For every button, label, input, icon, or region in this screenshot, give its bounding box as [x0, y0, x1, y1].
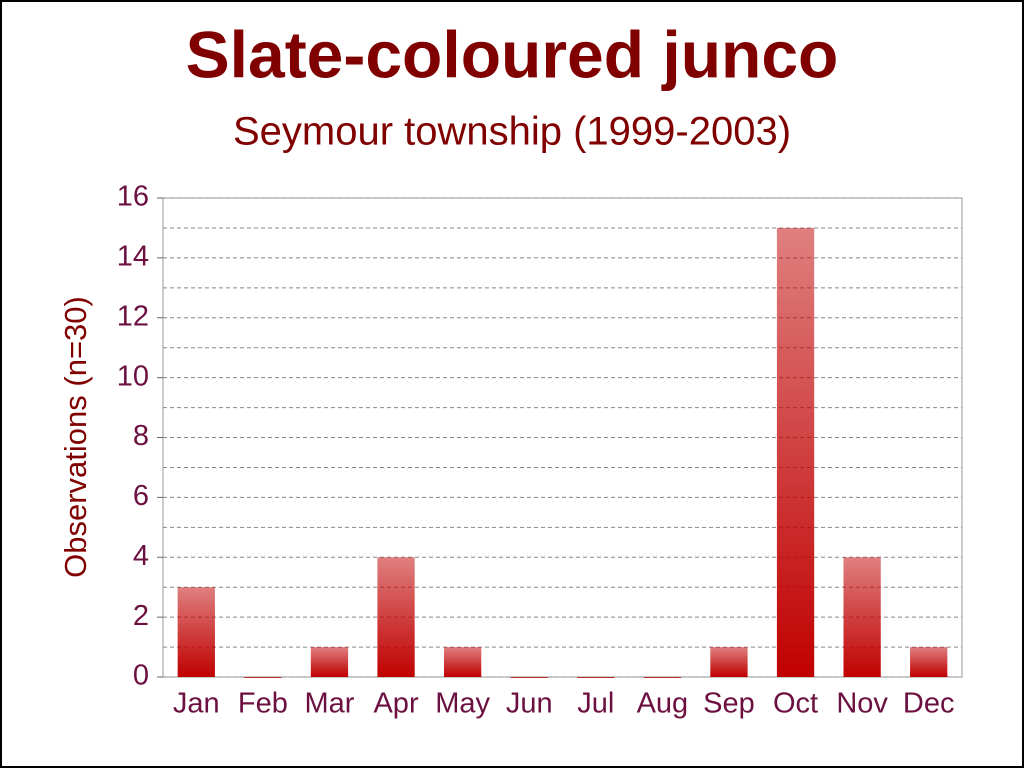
- x-tick-label: Dec: [903, 688, 955, 720]
- x-tick-label: Oct: [773, 688, 818, 720]
- bar: [310, 647, 349, 677]
- bar: [843, 557, 881, 677]
- x-tick-label: May: [435, 688, 490, 720]
- chart-subtitle: Seymour township (1999-2003): [233, 110, 791, 154]
- y-tick-label: 2: [133, 600, 149, 632]
- x-tick-label: Mar: [304, 688, 354, 720]
- y-tick-label: 4: [133, 540, 149, 572]
- y-tick-label: 12: [117, 300, 149, 332]
- bar: [643, 677, 682, 678]
- y-tick-label: 10: [117, 360, 149, 392]
- x-tick-label: Feb: [238, 688, 288, 720]
- x-tick-label: Nov: [836, 688, 888, 720]
- x-tick-label: Jul: [577, 688, 614, 720]
- bar: [577, 677, 615, 678]
- bar: [177, 587, 215, 677]
- bar: [244, 677, 282, 678]
- y-tick-label: 0: [133, 660, 149, 692]
- x-tick-label: Aug: [637, 688, 689, 720]
- y-tick-label: 6: [133, 480, 149, 512]
- y-tick-label: 14: [117, 241, 149, 273]
- y-tick-label: 16: [117, 181, 149, 213]
- bar: [510, 677, 548, 678]
- bar: [377, 557, 415, 677]
- chart-title: Slate-coloured junco: [186, 17, 839, 91]
- y-tick-label: 8: [133, 420, 149, 452]
- bar: [443, 647, 482, 677]
- bar: [710, 647, 748, 677]
- x-tick-label: Jan: [173, 688, 220, 720]
- bar: [776, 227, 815, 677]
- x-tick-label: Sep: [703, 688, 755, 720]
- x-tick-label: Jun: [506, 688, 553, 720]
- x-tick-label: Apr: [373, 688, 418, 720]
- bar: [910, 647, 948, 677]
- y-axis-label: Observations (n=30): [58, 296, 93, 578]
